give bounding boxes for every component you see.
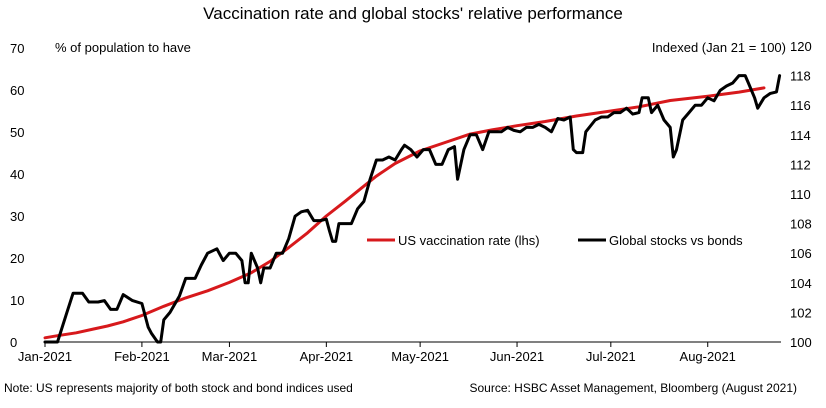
right-tick-label: 106 xyxy=(790,246,812,261)
x-tick-label: Jan-2021 xyxy=(18,349,72,364)
x-tick-label: Feb-2021 xyxy=(114,349,170,364)
right-tick-label: 104 xyxy=(790,276,812,291)
left-tick-label: 30 xyxy=(10,209,24,224)
right-axis-ticks: 100 102 104 106 108 110 112 114 116 118 120 xyxy=(790,39,812,350)
left-tick-label: 60 xyxy=(10,83,24,98)
x-tick-label: Jul-2021 xyxy=(586,349,636,364)
legend: US vaccination rate (lhs) Global stocks … xyxy=(367,233,743,248)
series-line-global-stocks-vs-bonds xyxy=(43,74,782,344)
x-axis-ticks: Jan-2021 Feb-2021 Mar-2021 Apr-2021 May-2021… xyxy=(18,342,736,364)
left-tick-label: 0 xyxy=(10,335,17,350)
legend-label-stocks: Global stocks vs bonds xyxy=(609,233,743,248)
right-tick-label: 120 xyxy=(790,39,812,54)
footnote: Note: US represents majority of both sto… xyxy=(4,381,353,395)
right-tick-label: 118 xyxy=(790,69,811,84)
left-tick-label: 40 xyxy=(10,167,24,182)
source-note: Source: HSBC Asset Management, Bloomberg… xyxy=(469,381,797,395)
right-tick-label: 112 xyxy=(790,157,811,172)
x-tick-label: Apr-2021 xyxy=(300,349,353,364)
left-tick-label: 20 xyxy=(10,251,24,266)
right-tick-label: 114 xyxy=(790,128,811,143)
x-tick-label: Mar-2021 xyxy=(202,349,258,364)
right-tick-label: 102 xyxy=(790,305,812,320)
right-axis-label: Indexed (Jan 21 = 100) xyxy=(652,40,786,55)
x-tick-label: May-2021 xyxy=(391,349,449,364)
x-tick-label: Aug-2021 xyxy=(680,349,736,364)
left-tick-label: 10 xyxy=(10,293,24,308)
legend-label-vaccination: US vaccination rate (lhs) xyxy=(398,233,540,248)
right-tick-label: 100 xyxy=(790,335,812,350)
chart-title: Vaccination rate and global stocks' rela… xyxy=(203,4,623,23)
right-tick-label: 108 xyxy=(790,217,812,232)
left-axis-label: % of population to have xyxy=(55,40,191,55)
right-tick-label: 110 xyxy=(790,187,811,202)
right-tick-label: 116 xyxy=(790,98,811,113)
series-layer xyxy=(43,74,782,344)
left-tick-label: 50 xyxy=(10,125,24,140)
x-tick-label: Jun-2021 xyxy=(490,349,544,364)
series-line-vaccination-rate xyxy=(43,86,766,340)
left-axis-ticks: 0 10 20 30 40 50 60 70 xyxy=(10,41,24,350)
left-tick-label: 70 xyxy=(10,41,24,56)
